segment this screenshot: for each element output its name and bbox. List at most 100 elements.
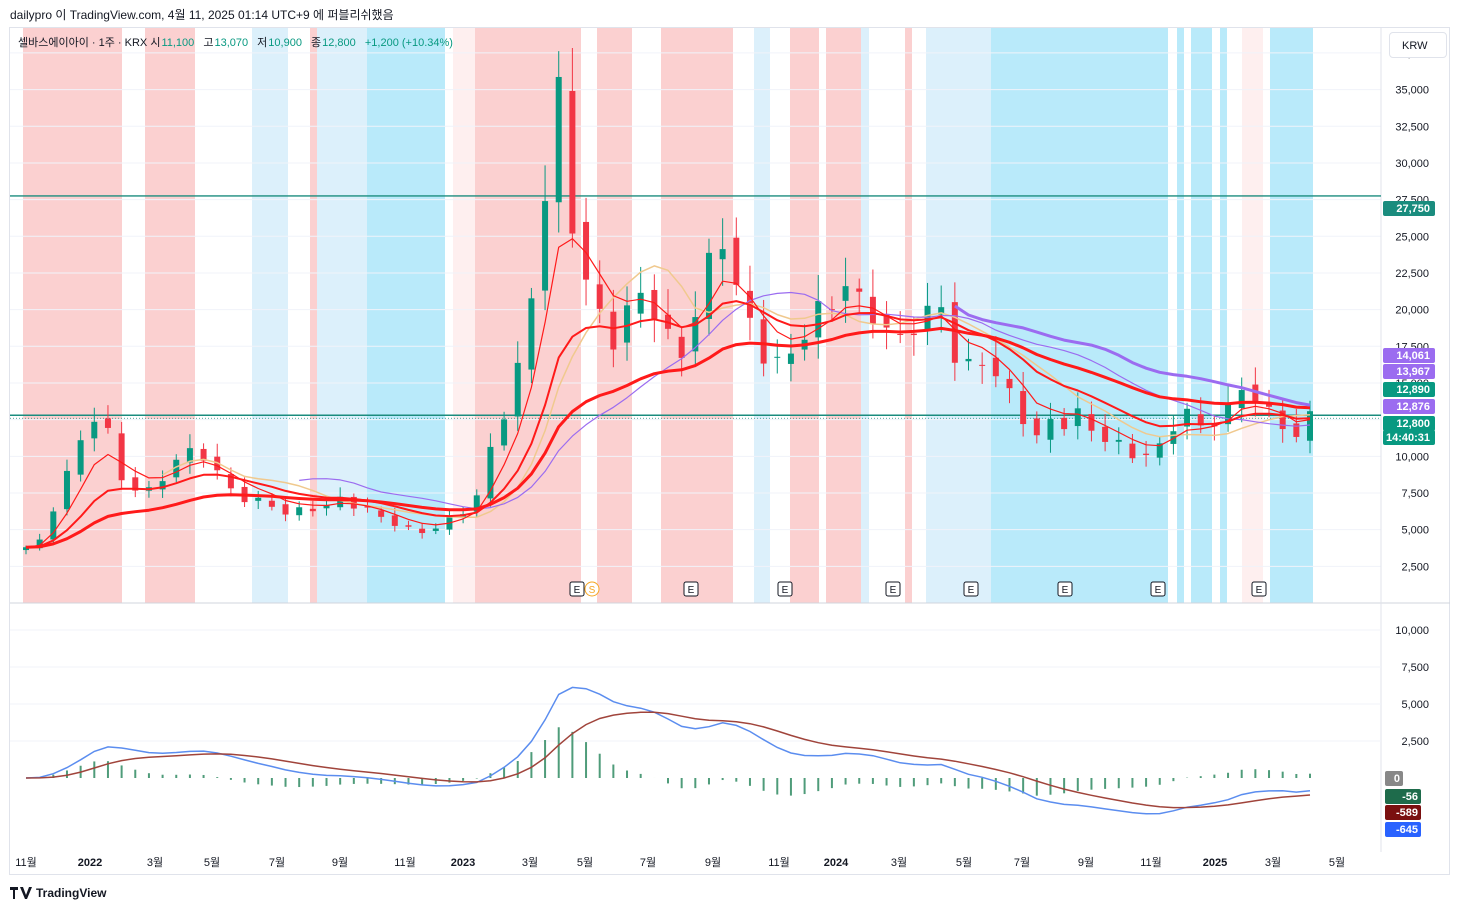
candle-body — [132, 477, 139, 491]
ema-long-line — [25, 326, 1311, 549]
macd-histogram-bar — [721, 778, 724, 781]
candle-body — [391, 515, 398, 526]
price-axis-ticks: 2,5005,0007,50010,00012,50015,00017,5002… — [1395, 48, 1429, 573]
candle-body — [856, 288, 863, 292]
candle-body — [214, 456, 221, 471]
candle-body — [528, 298, 535, 370]
candle-body — [583, 221, 590, 280]
earnings-marker-label: E — [1155, 585, 1162, 596]
currency-button[interactable]: KRW — [1389, 32, 1447, 58]
earnings-marker — [1251, 581, 1267, 597]
macd-histogram-bar — [503, 767, 506, 778]
signal-background-bands — [23, 28, 1313, 603]
macd-axis-badge — [1385, 822, 1421, 837]
candle-body — [378, 510, 385, 517]
macd-histogram-bar — [175, 774, 178, 778]
macd-histogram-bar — [912, 778, 915, 787]
candle-body — [1047, 419, 1054, 440]
candle-body — [159, 481, 166, 490]
candle-body — [268, 500, 275, 507]
macd-axis-badge-label: -56 — [1402, 791, 1418, 803]
time-tick-label: 3월 — [522, 856, 538, 869]
dividend-marker-label: S — [589, 585, 596, 596]
candle-body — [323, 504, 330, 509]
macd-histogram-bar — [1227, 772, 1230, 778]
macd-histogram-bar — [899, 778, 902, 787]
high-value: 13,070 — [214, 37, 249, 49]
price-axis-badge — [1383, 348, 1435, 363]
open-value: 11,100 — [161, 37, 195, 49]
macd-histogram-bar — [229, 778, 232, 780]
price-axis-badge — [1383, 416, 1435, 431]
candle-body — [419, 528, 426, 534]
signal-band — [1191, 28, 1212, 603]
price-tick-label: 20,000 — [1395, 305, 1429, 317]
macd-histogram-bar — [475, 778, 478, 779]
candle-body — [1184, 408, 1191, 427]
macd-axis-badge-label: -589 — [1396, 807, 1418, 819]
candle-body — [1252, 384, 1259, 404]
macd-histogram-bar — [1268, 770, 1271, 778]
macd-histogram-bar — [380, 778, 383, 784]
symbol-name[interactable]: 셀바스에이아이 · 1주 · KRX — [18, 37, 148, 49]
signal-band — [754, 28, 770, 603]
candle-body — [1020, 391, 1027, 425]
candle-body — [36, 539, 43, 549]
ma-violet-thin-line — [299, 291, 1311, 510]
macd-histogram-bar — [1063, 778, 1066, 794]
macd-histogram-bar — [830, 778, 833, 789]
candle-body — [1225, 402, 1232, 425]
macd-histogram-bar — [571, 731, 574, 778]
ema-mid-line — [25, 300, 1311, 549]
macd-histogram-bar — [776, 778, 779, 795]
signal-band — [317, 28, 367, 603]
candle-body — [965, 358, 972, 362]
macd-histogram-bar — [407, 778, 410, 785]
candle-body — [1170, 431, 1177, 444]
time-tick-label: 3월 — [1265, 856, 1281, 869]
earnings-marker — [569, 581, 585, 597]
change-value: +1,200 (+10.34%) — [364, 37, 453, 49]
dividend-marker — [584, 581, 600, 597]
candle-body — [1061, 417, 1068, 430]
signal-band — [145, 28, 195, 603]
macd-histogram-bar — [1076, 778, 1079, 791]
candle-body — [405, 525, 412, 527]
horizontal-levels — [10, 195, 1381, 419]
time-tick-label: 11월 — [1140, 856, 1162, 869]
price-tick-label: 25,000 — [1395, 231, 1429, 243]
macd-histogram-bar — [1172, 778, 1175, 782]
time-tick-label: 9월 — [332, 856, 348, 869]
price-axis-badge — [1383, 399, 1435, 414]
macd-tick-label: 10,000 — [1395, 625, 1429, 637]
macd-histogram-bar — [1281, 771, 1284, 778]
candle-body — [992, 357, 999, 377]
macd-histogram-bar — [1008, 778, 1011, 792]
macd-histogram-bar — [188, 774, 191, 778]
macd-histogram-bar — [366, 778, 369, 784]
event-markers: E E E E E E E ES — [569, 581, 1267, 597]
macd-axis-badge — [1385, 771, 1403, 786]
earnings-marker — [1057, 581, 1073, 597]
price-axis-badge-label: 13,967 — [1396, 366, 1430, 378]
macd-histogram-bar — [598, 753, 601, 778]
candle-body — [678, 336, 685, 358]
price-axis-badge-label: 27,750 — [1396, 203, 1430, 215]
price-axis-badge — [1383, 364, 1435, 379]
price-axis-badge — [1383, 201, 1435, 216]
macd-pane: 2,500 5,000 7,500 10,000 — [10, 625, 1429, 815]
macd-histogram-bar — [639, 773, 642, 778]
macd-histogram-bar — [1022, 778, 1025, 794]
macd-histogram-bar — [694, 778, 697, 789]
candle-body — [255, 497, 262, 501]
time-tick-label: 11월 — [15, 856, 37, 869]
macd-histogram-bar — [530, 752, 533, 778]
candle-body — [542, 201, 549, 291]
ma-violet-thick-line — [954, 304, 1311, 407]
time-tick-label: 7월 — [640, 856, 656, 869]
macd-histogram-bar — [762, 778, 765, 791]
candle-body — [637, 292, 644, 314]
signal-band — [1220, 28, 1227, 603]
candle-body — [733, 237, 740, 285]
